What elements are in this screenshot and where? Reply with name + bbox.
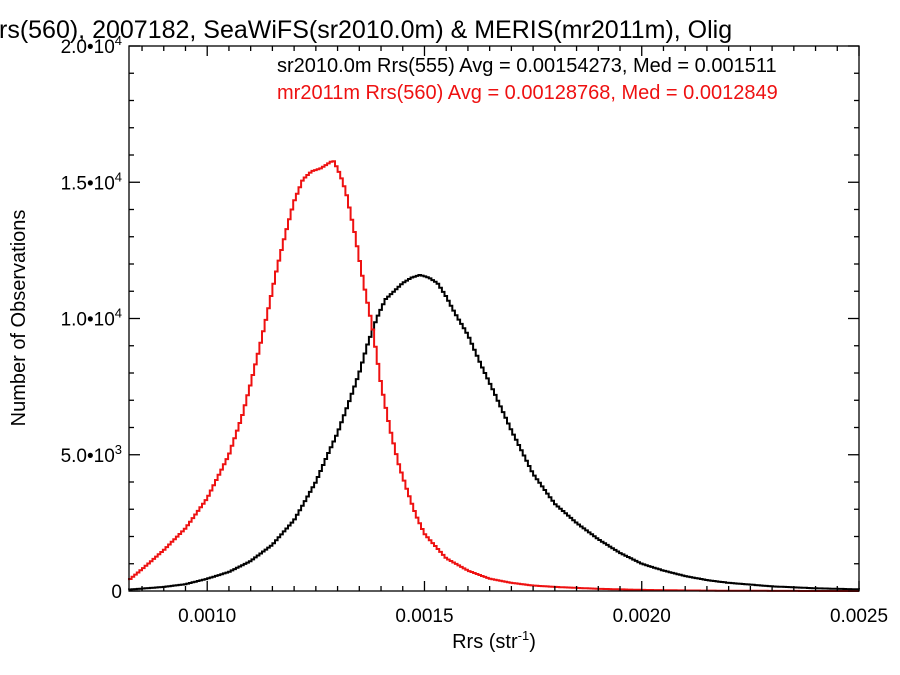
series-line-0 [128,274,860,591]
y-tick-label: 1.5•104 [61,169,122,194]
y-tick-label: 0 [111,582,122,603]
chart-title: rs(560), 2007182, SeaWiFS(sr2010.0m) & M… [0,16,732,44]
annotation-sr2010: sr2010.0m Rrs(555) Avg = 0.00154273, Med… [277,55,777,77]
x-axis-label-close: ) [529,631,536,653]
series-line-1 [128,160,859,592]
annotation-block: sr2010.0m Rrs(555) Avg = 0.00154273, Med… [277,55,778,104]
x-tick-label: 0.0020 [613,606,671,627]
x-axis-label: Rrs (str-1) [452,628,536,653]
series-layer [128,160,860,592]
annotation-mr2011: mr2011m Rrs(560) Avg = 0.00128768, Med =… [277,82,778,104]
x-tick-labels: 0.0010 0.0015 0.0020 0.0025 [178,606,888,627]
plot-area [128,45,860,592]
x-axis-label-superscript: -1 [518,628,530,643]
y-tick-label: 1.0•104 [61,306,122,331]
y-tick-labels: 0 5.0•103 1.0•104 1.5•104 2.0•104 [61,33,122,603]
plot-frame [128,45,860,592]
y-tick-label: 5.0•103 [61,442,122,467]
y-tick-label: 2.0•104 [61,33,122,58]
x-axis-label-main: Rrs (str [452,631,518,653]
x-tick-label: 0.0025 [830,606,888,627]
tick-marks [129,45,860,592]
y-axis-label: Number of Observations [8,210,30,427]
x-tick-label: 0.0015 [395,606,453,627]
x-tick-label: 0.0010 [178,606,236,627]
